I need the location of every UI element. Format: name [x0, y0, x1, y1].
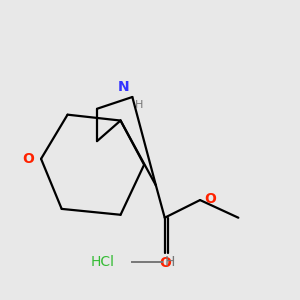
- Text: O: O: [205, 192, 216, 206]
- Text: H: H: [135, 100, 144, 110]
- Text: H: H: [165, 255, 175, 269]
- Text: HCl: HCl: [91, 255, 115, 269]
- Text: O: O: [159, 256, 171, 270]
- Text: O: O: [22, 152, 34, 166]
- Text: N: N: [118, 80, 129, 94]
